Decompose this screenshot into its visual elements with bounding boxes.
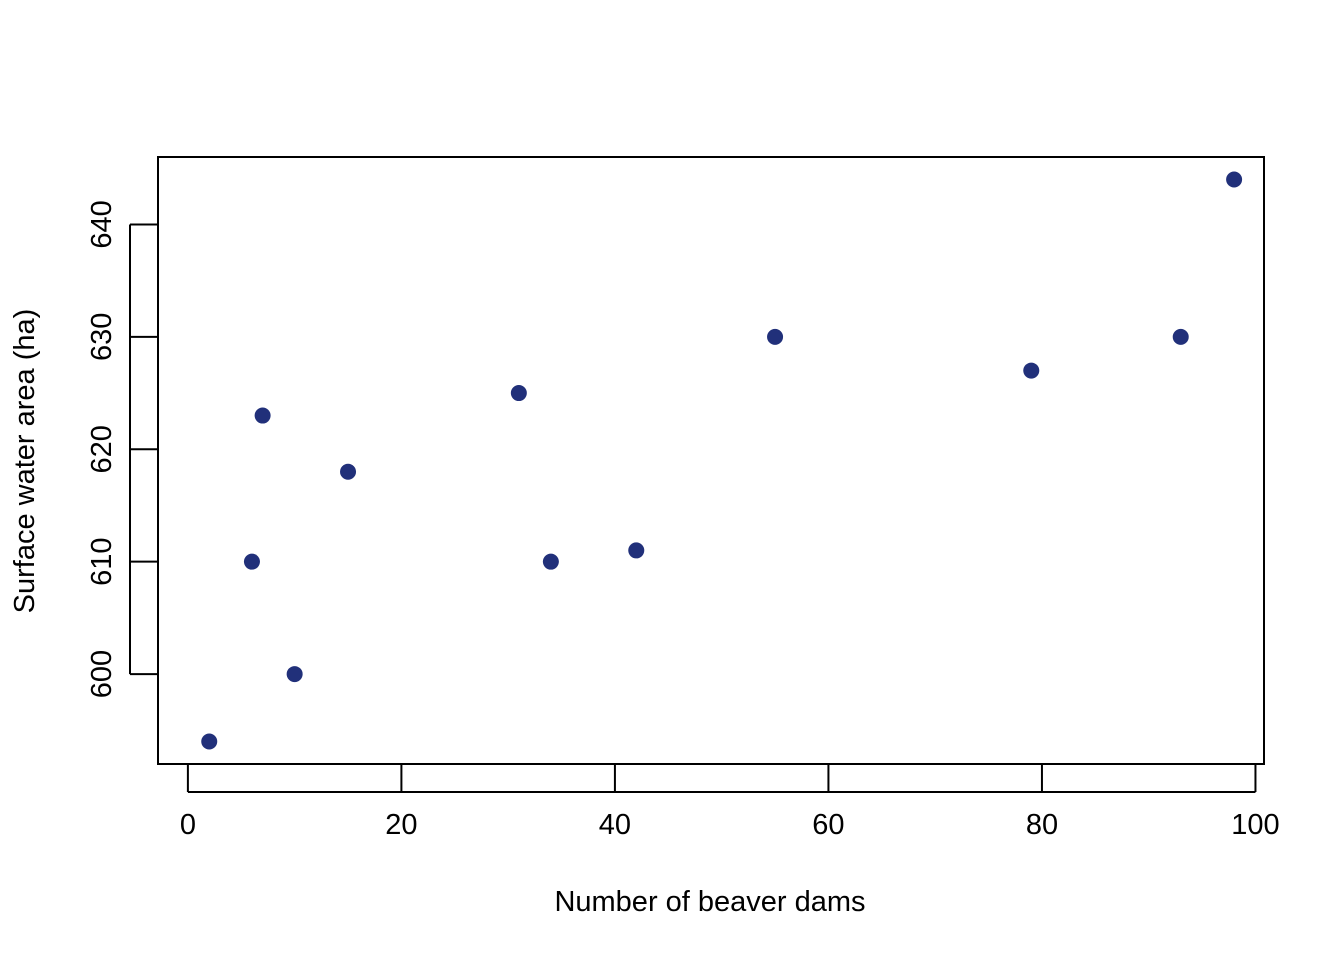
x-axis: 0 20 40 60 80 100 bbox=[180, 764, 1280, 841]
x-tick-label: 20 bbox=[385, 809, 417, 841]
data-point bbox=[1023, 362, 1040, 379]
data-point bbox=[628, 542, 645, 559]
data-point bbox=[243, 553, 260, 570]
data-point bbox=[254, 407, 271, 424]
x-tick-label: 40 bbox=[599, 809, 631, 841]
data-point bbox=[542, 553, 559, 570]
data-point bbox=[286, 666, 303, 683]
y-tick-label: 630 bbox=[86, 313, 118, 361]
y-tick-label: 640 bbox=[86, 200, 118, 248]
x-tick-label: 100 bbox=[1231, 809, 1279, 841]
plot-frame bbox=[157, 156, 1265, 765]
x-axis-label: Number of beaver dams bbox=[554, 886, 865, 918]
data-point bbox=[1226, 171, 1243, 188]
y-axis-label: Surface water area (ha) bbox=[9, 309, 41, 614]
data-point bbox=[1172, 328, 1189, 345]
y-tick-label: 620 bbox=[86, 425, 118, 473]
y-tick-label: 610 bbox=[86, 537, 118, 585]
y-tick-label: 600 bbox=[86, 650, 118, 698]
data-points bbox=[201, 171, 1243, 750]
data-point bbox=[340, 463, 357, 480]
data-point bbox=[510, 385, 527, 402]
x-tick-label: 60 bbox=[812, 809, 844, 841]
data-point bbox=[201, 733, 218, 750]
x-tick-label: 0 bbox=[180, 809, 196, 841]
y-axis: 600 610 620 630 640 bbox=[86, 200, 158, 698]
x-tick-label: 80 bbox=[1026, 809, 1058, 841]
data-point bbox=[767, 328, 784, 345]
